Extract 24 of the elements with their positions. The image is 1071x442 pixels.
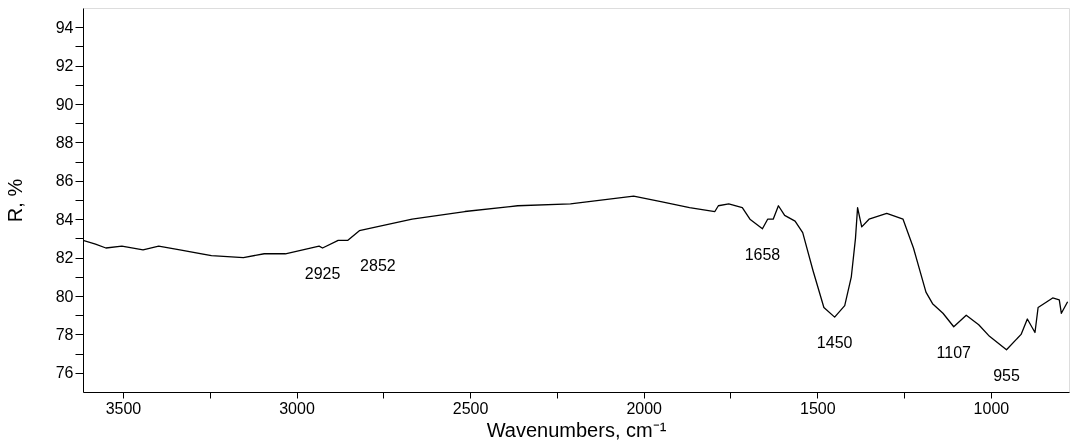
y-tick-label: 76 (55, 364, 74, 382)
annotation: 2852 (360, 257, 396, 275)
x-tick-label: 1000 (973, 399, 1010, 417)
x-tick-label: 3500 (105, 399, 142, 417)
y-tick-label: 82 (55, 249, 74, 267)
y-tick-label: 84 (55, 210, 74, 228)
x-tick-label: 2000 (626, 399, 663, 417)
annotation: 1658 (744, 245, 781, 263)
annotation: 955 (993, 366, 1020, 384)
annotation: 2925 (304, 265, 341, 282)
annotation: 1107 (936, 343, 972, 361)
y-tick-label: 90 (55, 95, 74, 113)
x-tick-label: 1500 (800, 399, 836, 417)
y-tick-label: 80 (55, 287, 74, 305)
y-tick-label: 88 (55, 133, 74, 151)
y-tick-label: 92 (55, 57, 74, 75)
y-tick-label: 78 (55, 325, 74, 343)
x-axis-title: Wavenumbers, cm⁻¹ (486, 418, 667, 441)
annotation: 1450 (816, 334, 853, 352)
y-axis-title: R, % (3, 178, 26, 223)
y-tick-label: 94 (55, 18, 74, 36)
x-tick-label: 3000 (279, 399, 315, 417)
y-tick-label: 86 (55, 172, 74, 190)
x-tick-label: 2500 (452, 399, 489, 417)
